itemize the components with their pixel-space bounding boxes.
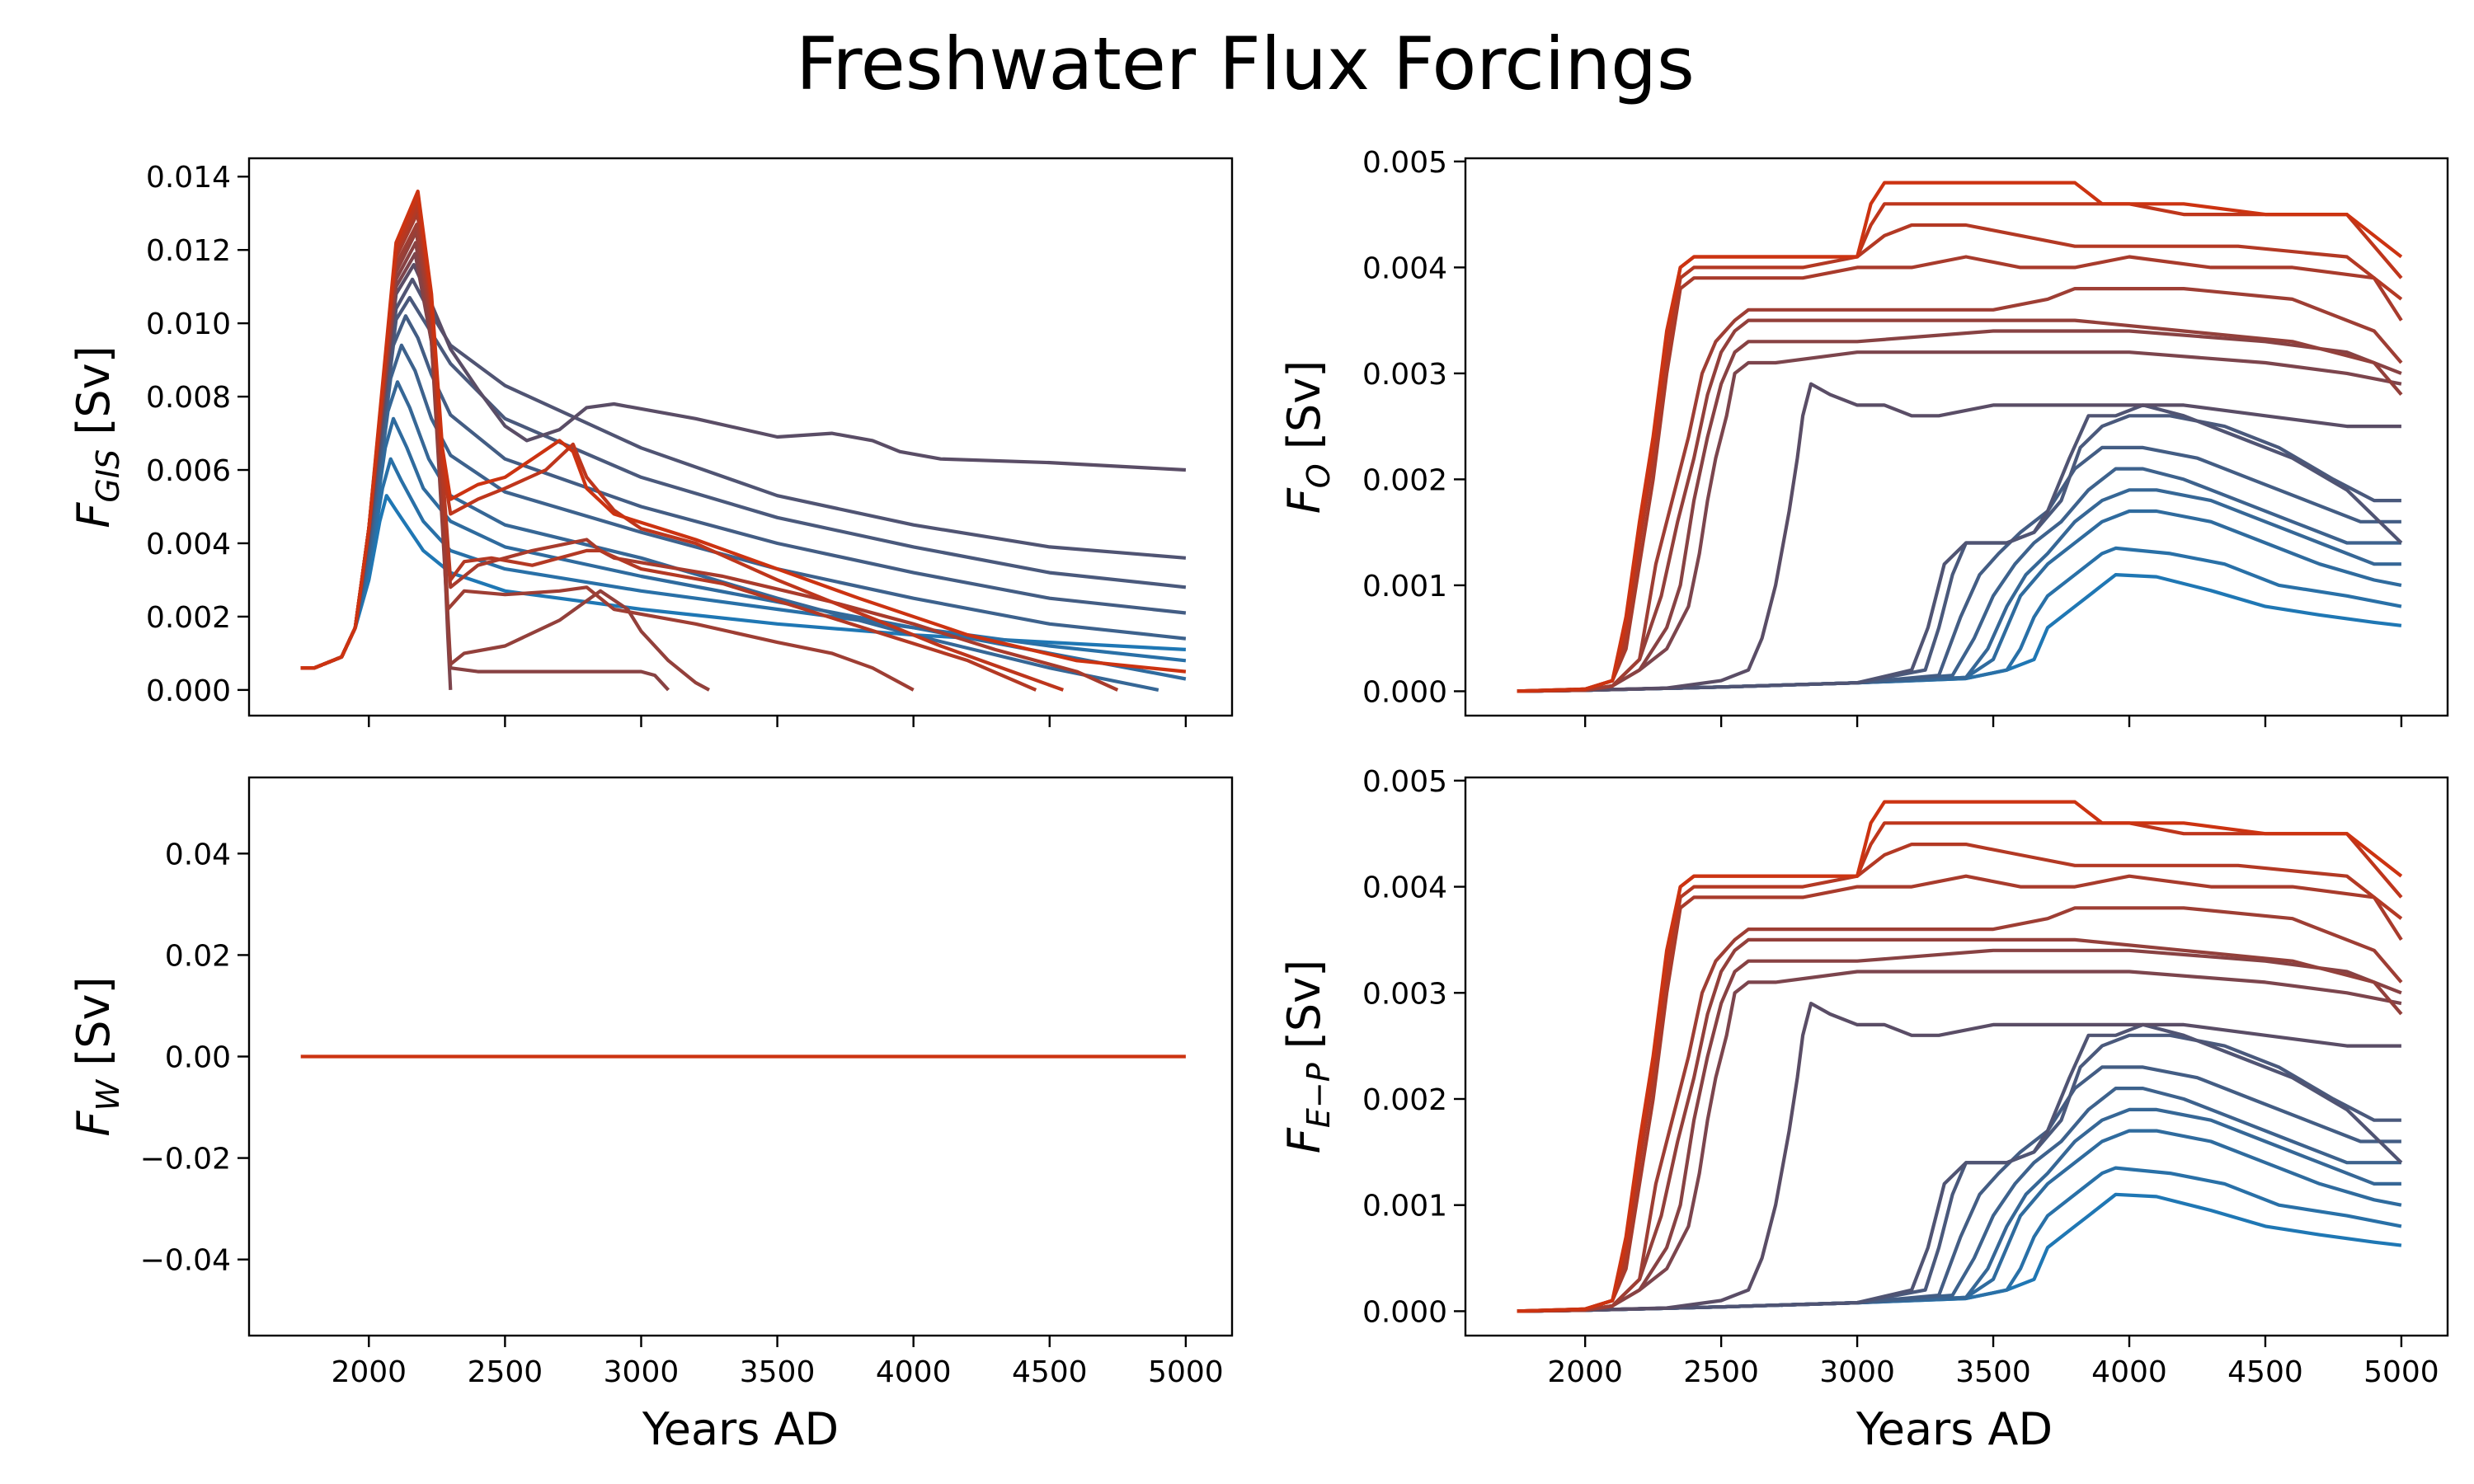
x-tick-label: 2000 bbox=[331, 1355, 407, 1389]
y-tick-label: 0.002 bbox=[1362, 463, 1447, 497]
panel-fgis: 0.000 0.002 0.004 0.006 0.008 0.010 0.012 0.014… bbox=[68, 157, 1234, 727]
y-tick-label: 0.014 bbox=[146, 161, 231, 195]
y-tick-label: 0.005 bbox=[1362, 146, 1447, 180]
series-line-13 bbox=[1517, 255, 2403, 693]
y-tick-label: 0.004 bbox=[1362, 251, 1447, 285]
x-tick-label: 5000 bbox=[1148, 1355, 1224, 1389]
y-tick-label: 0.002 bbox=[146, 601, 231, 635]
series-line-12 bbox=[1517, 287, 2403, 693]
series-line-12 bbox=[1517, 906, 2403, 1313]
y-tick-label: 0.004 bbox=[1362, 871, 1447, 905]
x-tick-label: 5000 bbox=[2363, 1355, 2439, 1389]
series-line-16 bbox=[1517, 800, 2403, 1313]
y-axis-label: FE−P [Sv] bbox=[1278, 960, 1337, 1153]
y-axis-label: FGIS [Sv] bbox=[68, 345, 126, 528]
y-tick-label: 0.02 bbox=[165, 939, 231, 973]
y-axis-label: FW [Sv] bbox=[68, 976, 126, 1136]
series-line-10 bbox=[1517, 948, 2402, 1313]
y-tick-label: −0.02 bbox=[140, 1143, 231, 1176]
x-tick-label: 4500 bbox=[1012, 1355, 1088, 1389]
series-line-16 bbox=[1517, 181, 2403, 693]
series-line-8 bbox=[1517, 1002, 2401, 1313]
x-axis-label-right: Years AD bbox=[1856, 1403, 2053, 1455]
panel-fo: 0.000 0.001 0.002 0.003 0.004 0.005 FO [Sv] bbox=[1278, 146, 2449, 727]
y-tick-label: 0.006 bbox=[146, 454, 231, 488]
y-tick-label: 0.003 bbox=[1362, 358, 1447, 392]
plot-frame bbox=[1464, 157, 2449, 717]
x-tick-label: 3000 bbox=[1819, 1355, 1895, 1389]
figure-title: Freshwater Flux Forcings bbox=[796, 21, 1695, 106]
x-tick-label: 2500 bbox=[1683, 1355, 1759, 1389]
y-tick-label: 0.002 bbox=[1362, 1083, 1447, 1117]
y-tick-label: 0.008 bbox=[146, 381, 231, 415]
y-tick-label: 0.010 bbox=[146, 308, 231, 341]
series-line-8 bbox=[1517, 382, 2401, 693]
series-line-10 bbox=[1517, 329, 2402, 693]
series-group bbox=[1517, 181, 2403, 693]
plot-frame bbox=[1464, 776, 2449, 1337]
y-axis-label: FO [Sv] bbox=[1278, 360, 1337, 514]
x-tick-label: 2500 bbox=[468, 1355, 543, 1389]
x-tick-label: 4000 bbox=[876, 1355, 952, 1389]
panel-fep: 2000 2500 3000 3500 4000 4500 5000 0.000 0.001 0.… bbox=[1278, 765, 2449, 1389]
x-tick-label: 4500 bbox=[2227, 1355, 2303, 1389]
y-tick-label: 0.04 bbox=[165, 838, 231, 871]
series-line-7 bbox=[1517, 403, 2403, 693]
x-tick-label: 3000 bbox=[604, 1355, 680, 1389]
y-tick-label: 0.000 bbox=[1362, 675, 1447, 709]
plot-frame bbox=[247, 157, 1234, 717]
y-tick-label: 0.001 bbox=[1362, 1190, 1447, 1223]
x-tick-label: 2000 bbox=[1547, 1355, 1623, 1389]
y-tick-label: 0.000 bbox=[1362, 1295, 1447, 1329]
y-tick-label: 0.001 bbox=[1362, 570, 1447, 603]
series-line-7 bbox=[1517, 1022, 2403, 1313]
y-tick-label: 0.012 bbox=[146, 234, 231, 268]
series-line-13 bbox=[1517, 874, 2403, 1313]
panel-fw: 2000 2500 3000 3500 4000 4500 5000 −0.04 −0.02 0.… bbox=[68, 776, 1234, 1389]
series-line-15 bbox=[300, 196, 1065, 692]
x-axis-label-left: Years AD bbox=[642, 1403, 839, 1455]
y-tick-label: 0.005 bbox=[1362, 765, 1447, 799]
x-tick-label: 3500 bbox=[1955, 1355, 2031, 1389]
y-tick-label: −0.04 bbox=[140, 1244, 231, 1278]
y-tick-label: 0.00 bbox=[165, 1041, 231, 1075]
y-tick-label: 0.000 bbox=[146, 674, 231, 708]
series-group bbox=[1517, 800, 2403, 1313]
x-tick-label: 3500 bbox=[740, 1355, 816, 1389]
y-tick-label: 0.003 bbox=[1362, 977, 1447, 1011]
y-tick-label: 0.004 bbox=[146, 528, 231, 561]
series-line-16 bbox=[300, 189, 1187, 674]
x-tick-label: 4000 bbox=[2091, 1355, 2167, 1389]
series-group bbox=[300, 189, 1187, 692]
